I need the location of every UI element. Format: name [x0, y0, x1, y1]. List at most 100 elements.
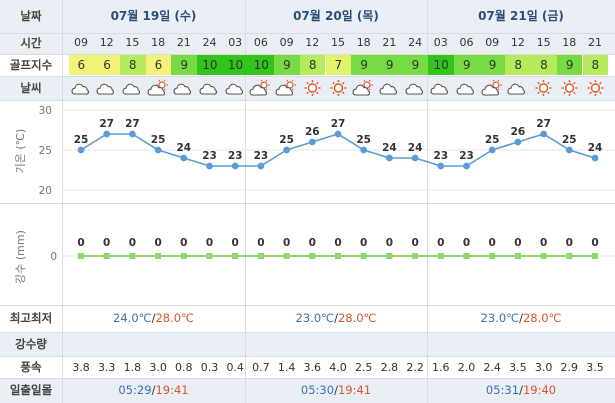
sunset-time: 19:41	[337, 383, 372, 397]
hour-cell: 18	[356, 36, 371, 49]
hour-cell: 06	[459, 36, 474, 49]
cloud-icon	[96, 83, 115, 95]
temp-data-label: 23	[228, 150, 243, 162]
rain-data-label: 0	[283, 237, 290, 249]
temp-point	[386, 154, 393, 162]
temp-point	[154, 146, 162, 154]
rain-data-label: 0	[437, 237, 444, 249]
temp-data-label: 25	[485, 134, 500, 146]
golf-index-cell: 8	[582, 55, 609, 75]
cloud-icon	[405, 83, 423, 95]
hour-cell: 15	[331, 36, 345, 49]
rain-data-label: 0	[232, 237, 239, 249]
rain-point	[360, 253, 367, 259]
temp-data-label: 26	[305, 126, 320, 138]
golf-index-cell: 6	[145, 55, 172, 75]
temp-point	[360, 146, 368, 154]
golf-index-cell: 9	[402, 55, 429, 75]
date-header-day3: 07월 21일 (금)	[478, 9, 564, 23]
rain-point	[335, 253, 341, 259]
rain-point	[412, 253, 419, 259]
golf-index-cell: 10	[428, 55, 454, 75]
temp-point	[180, 154, 188, 162]
row-label-minmax: 최고최저	[9, 311, 53, 325]
rain-point	[180, 253, 187, 259]
rain-point	[257, 253, 264, 259]
min-temp: 23.0℃	[480, 311, 520, 325]
golf-index-cell: 9	[274, 55, 300, 75]
golf-index-cell: 9	[479, 55, 506, 75]
sun-icon	[561, 80, 578, 96]
rain-data-label: 0	[154, 237, 161, 249]
sunrise-time: 05:29	[118, 383, 152, 397]
cloud-icon	[379, 83, 397, 95]
temp-data-label: 24	[588, 142, 603, 154]
separator: /	[151, 383, 156, 397]
golf-index-cell: 7	[325, 55, 352, 75]
temp-tick-label: 30	[39, 105, 52, 117]
wind-cell: 2.4	[483, 361, 501, 374]
wind-cell: 0.8	[175, 361, 193, 374]
hour-cell: 09	[74, 36, 88, 49]
temp-data-label: 24	[408, 142, 423, 154]
rain-point	[437, 253, 444, 259]
wind-cell: 3.0	[149, 361, 167, 374]
min-temp: 23.0℃	[295, 311, 335, 325]
rain-data-label: 0	[309, 237, 316, 249]
time-row-bg	[0, 33, 615, 54]
cloud-icon	[456, 83, 474, 95]
temp-point	[565, 146, 573, 154]
temp-data-label: 26	[511, 126, 526, 138]
rain-data-label: 0	[489, 237, 496, 249]
wind-cell: 1.8	[123, 361, 142, 374]
cloud-icon	[507, 83, 526, 95]
temp-data-label: 24	[176, 142, 191, 154]
temp-point	[437, 162, 445, 170]
separator: /	[519, 383, 523, 397]
rain-data-label: 0	[334, 237, 341, 249]
wind-cell: 2.8	[380, 361, 399, 374]
golf-index-cell: 9	[351, 55, 377, 75]
rain-data-label: 0	[129, 237, 136, 249]
cloud-icon	[199, 83, 217, 95]
rain-data-label: 0	[206, 237, 213, 249]
separator: /	[334, 311, 338, 325]
precip-row-bg	[0, 332, 615, 356]
hour-cell: 06	[253, 36, 268, 49]
partly-sunny-icon	[481, 79, 502, 96]
rain-data-label: 0	[103, 237, 110, 249]
wind-cell: 1.6	[432, 361, 450, 374]
temp-tick-label: 20	[39, 185, 52, 197]
temp-data-label: 25	[74, 134, 89, 146]
rain-point	[489, 253, 496, 259]
rain-point	[129, 253, 136, 259]
separator: /	[151, 311, 156, 325]
hour-cell: 09	[485, 36, 500, 49]
sunrise-time: 05:31	[485, 383, 520, 397]
temp-point	[514, 138, 522, 146]
temp-point	[206, 162, 213, 170]
wind-cell: 0.7	[252, 361, 270, 374]
row-label-weather: 날씨	[20, 81, 42, 95]
date-header-day1: 07월 19일 (수)	[110, 9, 197, 23]
wind-cell: 1.4	[277, 361, 296, 374]
golf-index-cell: 8	[505, 55, 532, 75]
wind-cell: 3.5	[586, 361, 604, 374]
hour-cell: 12	[99, 36, 114, 49]
temp-data-label: 25	[356, 134, 371, 146]
temp-point	[77, 146, 85, 154]
date-row-bg	[0, 0, 615, 33]
sun-row-bg	[0, 378, 615, 403]
rain-point	[592, 253, 598, 259]
precipitation-chart: 강수 (mm) 0 0 0 0 0 0 0 0 0 0 0 0 0 0 0 0 0 0 0 0 0 0	[14, 230, 615, 284]
row-label-wind: 풍속	[20, 360, 42, 374]
temp-data-label: 23	[459, 150, 474, 162]
temp-tick-label: 25	[39, 145, 52, 157]
wind-cell: 3.8	[72, 361, 90, 374]
rain-data-label: 0	[463, 237, 470, 249]
row-label-sun: 일출일몰	[9, 383, 53, 397]
hour-cell: 18	[151, 36, 166, 49]
temp-axis-label: 기온 (℃)	[14, 129, 27, 174]
rain-point	[103, 253, 110, 259]
partly-sunny-icon	[352, 79, 374, 96]
